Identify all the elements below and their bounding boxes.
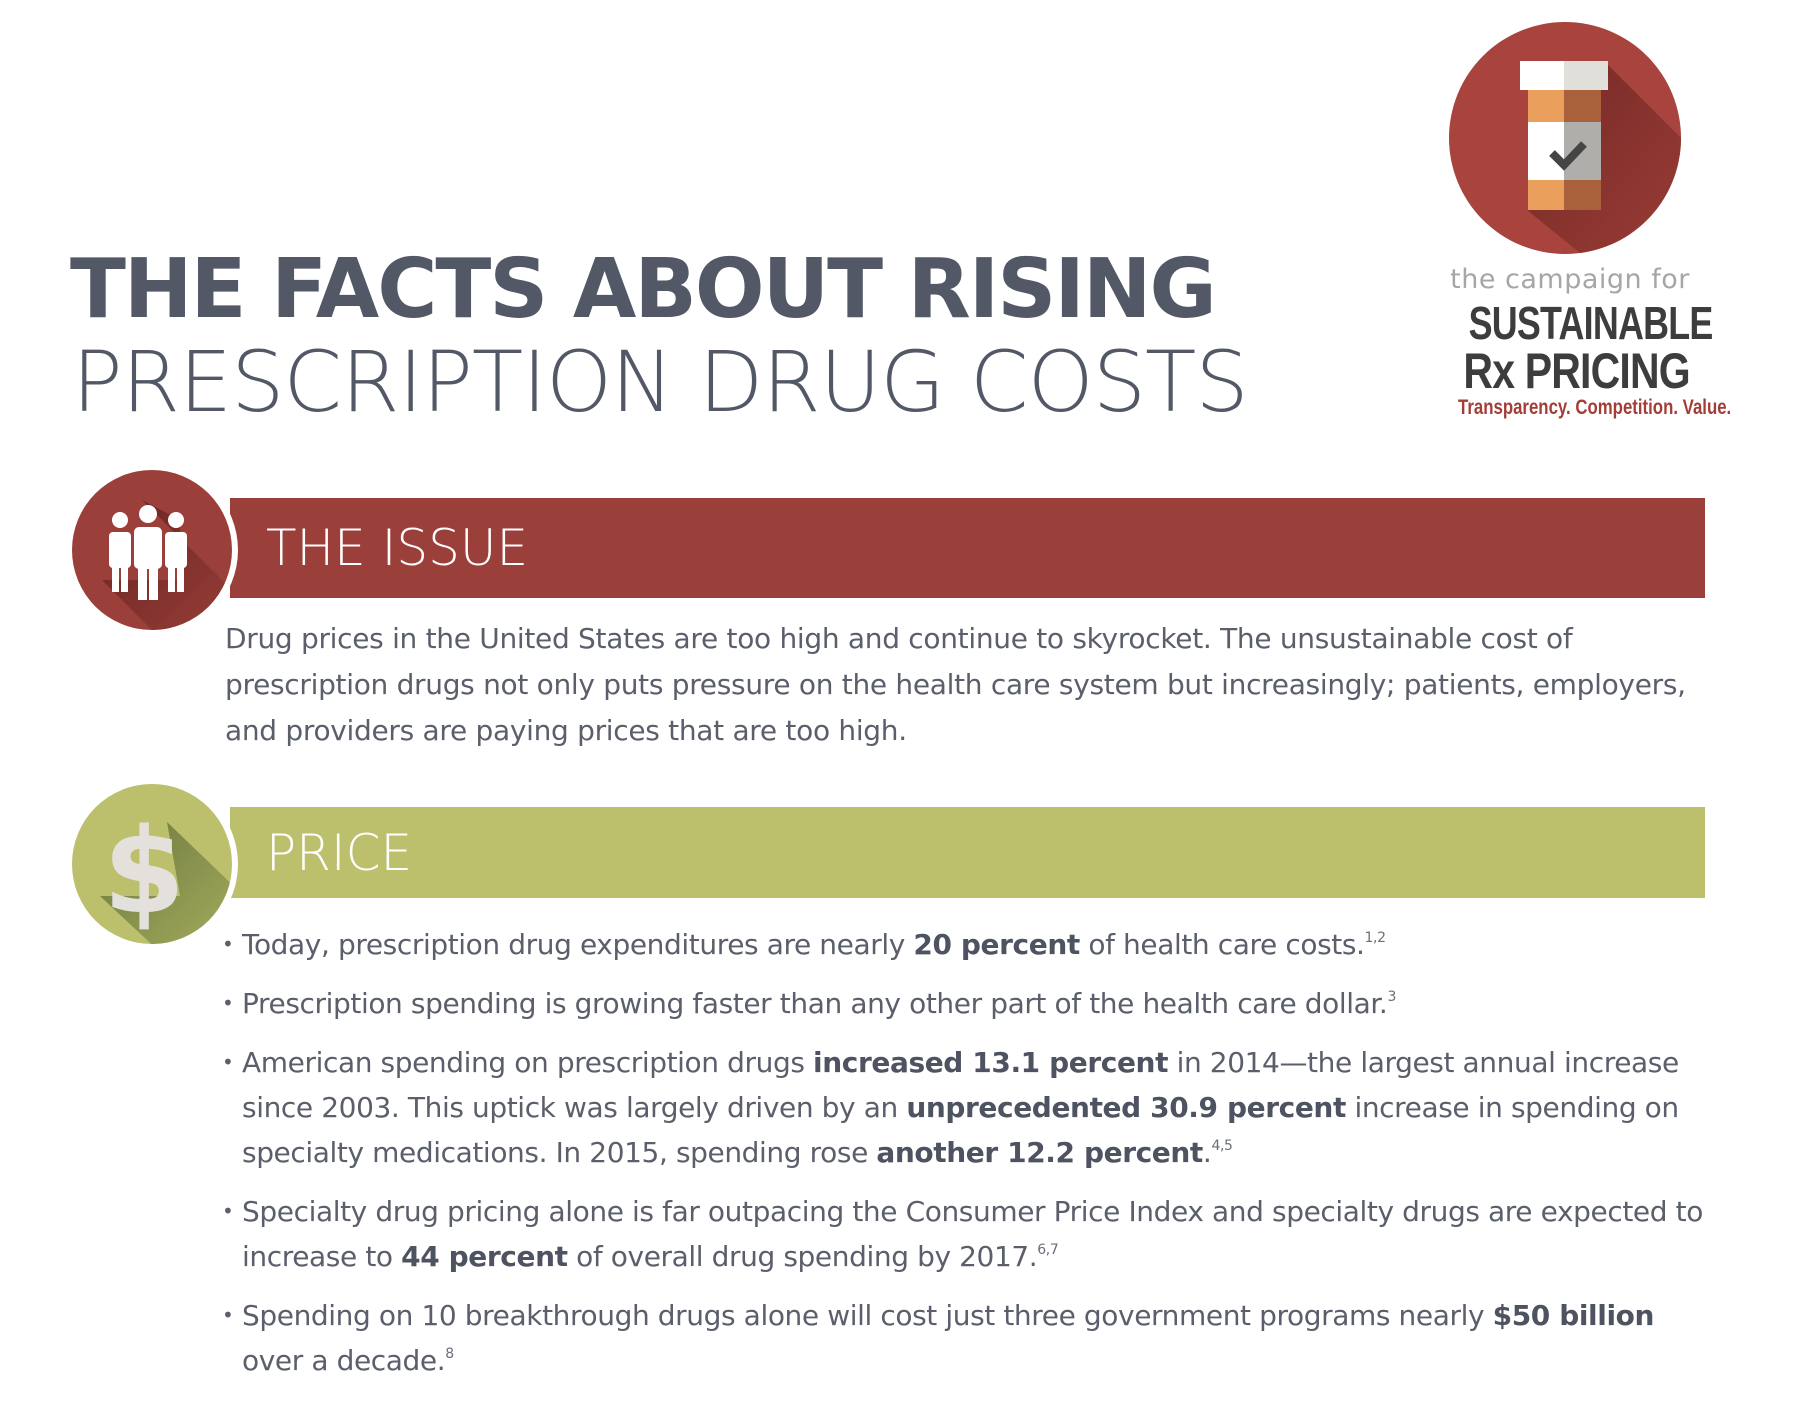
bullet-text: Prescription spending is growing faster … <box>242 987 1388 1020</box>
bullet-text: of overall drug spending by 2017. <box>567 1240 1038 1273</box>
campaign-logo: the campaign for SUSTAINABLE Rx PRICING … <box>1430 20 1732 430</box>
emphasis-text: increased 13.1 percent <box>813 1046 1169 1079</box>
list-item: American spending on prescription drugs … <box>222 1040 1722 1175</box>
footnote-ref: 8 <box>445 1346 454 1362</box>
section-header-issue: THE ISSUE <box>230 498 1705 598</box>
list-item: Specialty drug pricing alone is far outp… <box>222 1189 1722 1279</box>
section-title-issue: THE ISSUE <box>266 519 529 577</box>
bullet-text: Spending on 10 breakthrough drugs alone … <box>242 1299 1493 1332</box>
bullet-text: increase in spending on specialty medica… <box>242 1091 1679 1169</box>
bullet-text: Specialty drug pricing alone is far outp… <box>242 1195 1703 1273</box>
page-title-line2: PRESCRIPTION DRUG COSTS <box>72 332 1249 432</box>
emphasis-text: $50 billion <box>1492 1299 1655 1332</box>
bullet-text: in 2014—the largest annual increase sinc… <box>242 1046 1679 1124</box>
issue-icon-badge <box>66 464 238 636</box>
bullet-text: American spending on prescription drugs <box>242 1046 814 1079</box>
emphasis-text: 20 percent <box>913 928 1080 961</box>
list-item: Today, prescription drug expenditures ar… <box>222 922 1722 967</box>
pill-bottle-check-icon <box>1449 22 1681 254</box>
bullet-text: of health care costs. <box>1079 928 1365 961</box>
emphasis-text: another 12.2 percent <box>876 1136 1203 1169</box>
bullet-text: Today, prescription drug expenditures ar… <box>242 928 914 961</box>
issue-paragraph: Drug prices in the United States are too… <box>225 622 1686 747</box>
dollar-sign-icon: $ <box>72 784 232 944</box>
page-title-line1: THE FACTS ABOUT RISING <box>70 242 1217 337</box>
price-bullet-list: Today, prescription drug expenditures ar… <box>222 922 1722 1408</box>
footnote-ref: 4,5 <box>1211 1138 1233 1154</box>
emphasis-text: 44 percent <box>401 1240 568 1273</box>
section-header-price: PRICE <box>230 807 1705 898</box>
footnote-ref: 1,2 <box>1364 930 1386 946</box>
bullet-text: over a decade. <box>242 1344 446 1377</box>
list-item: Spending on 10 breakthrough drugs alone … <box>222 1293 1722 1383</box>
people-group-icon <box>72 470 232 630</box>
logo-tagline: Transparency. Competition. Value. <box>1458 396 1732 419</box>
price-icon-badge: $ <box>66 778 238 950</box>
page-title-line2-text: PRESCRIPTION DRUG COSTS <box>72 333 1249 431</box>
emphasis-text: unprecedented 30.9 percent <box>906 1091 1346 1124</box>
bullet-text: . <box>1202 1136 1212 1169</box>
svg-text:$: $ <box>103 802 185 940</box>
list-item-clipped <box>222 1397 1722 1408</box>
section-title-price: PRICE <box>266 823 413 882</box>
footnote-ref: 6,7 <box>1037 1242 1059 1258</box>
logo-subtitle: the campaign for <box>1450 264 1690 295</box>
footnote-ref: 3 <box>1387 989 1396 1005</box>
logo-wordmark-line2: Rx PRICING <box>1463 343 1690 399</box>
logo-wordmark-line1: SUSTAINABLE <box>1468 297 1714 349</box>
list-item: Prescription spending is growing faster … <box>222 981 1722 1026</box>
